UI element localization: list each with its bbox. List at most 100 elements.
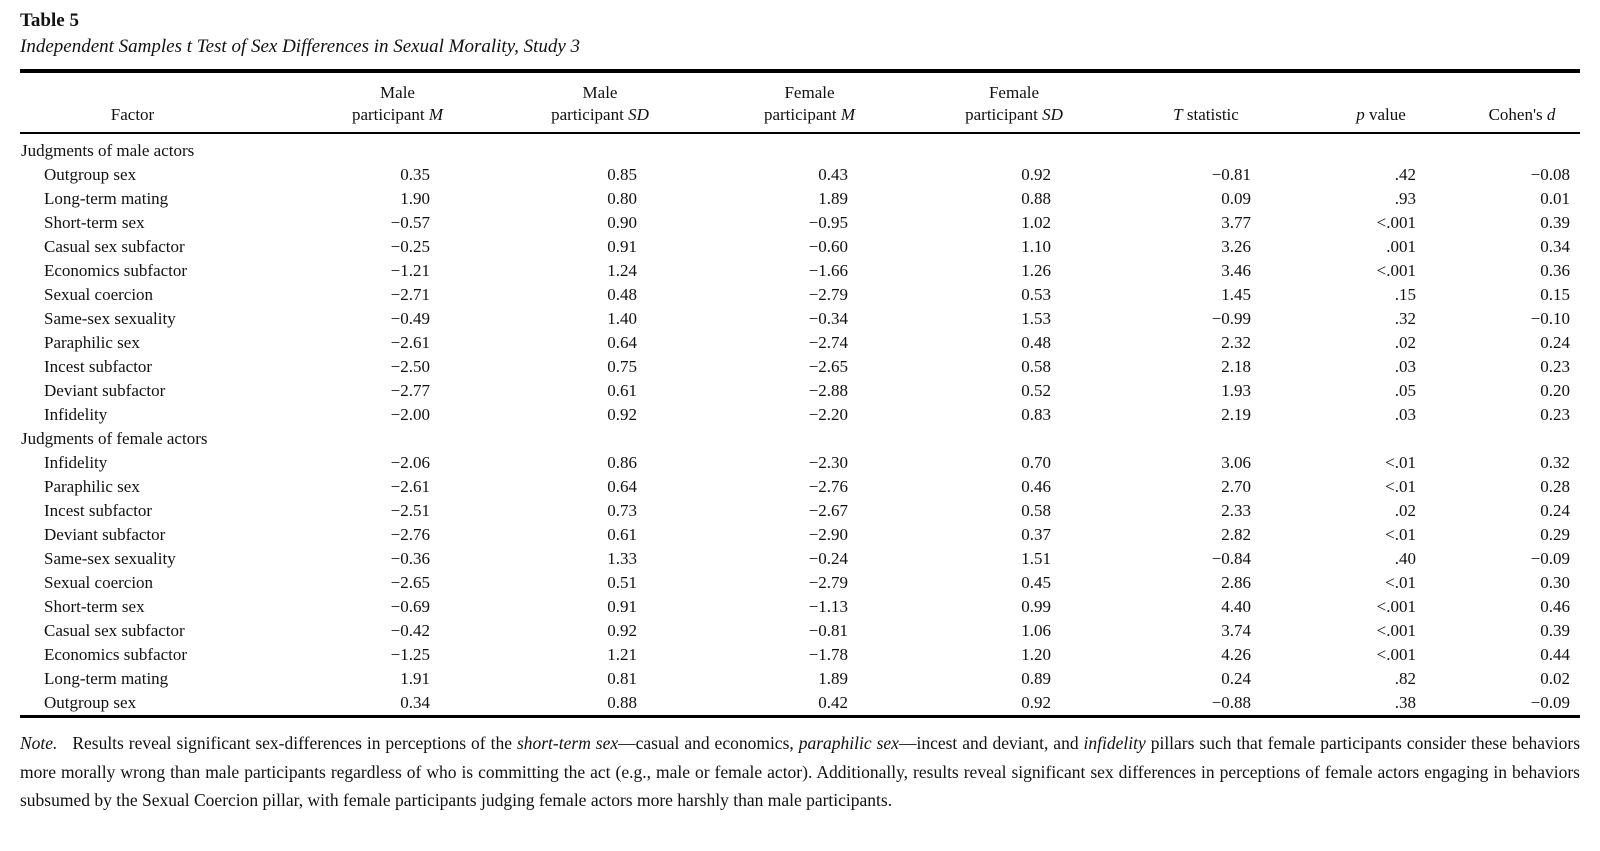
col-header-t-statistic: T statistic xyxy=(1114,71,1298,134)
value-cell: 0.91 xyxy=(607,597,637,616)
value-cell: 1.89 xyxy=(818,189,848,208)
stats-table: Factor Male participant M Male participant S… xyxy=(20,69,1580,718)
table-note: Note. Results reveal significant sex-dif… xyxy=(20,733,1580,810)
value-cell: −2.88 xyxy=(808,381,848,400)
value-cell: −0.69 xyxy=(390,597,430,616)
value-cell: −2.67 xyxy=(808,501,848,520)
value-cell: −1.25 xyxy=(390,645,430,664)
col-header-p-value: p value xyxy=(1298,71,1464,134)
value-cell: .38 xyxy=(1394,693,1416,712)
value-cell: 3.06 xyxy=(1221,453,1251,472)
factor-cell: Economics subfactor xyxy=(44,261,188,280)
value-cell: 1.40 xyxy=(607,309,637,328)
col-header-factor: Factor xyxy=(20,71,300,134)
factor-cell: Outgroup sex xyxy=(44,693,137,712)
value-cell: −2.76 xyxy=(808,477,848,496)
value-cell: <.001 xyxy=(1376,597,1416,616)
value-cell: .93 xyxy=(1394,189,1416,208)
value-cell: −2.90 xyxy=(808,525,848,544)
value-cell: 0.51 xyxy=(607,573,637,592)
value-cell: −2.65 xyxy=(390,573,430,592)
value-cell: 0.52 xyxy=(1021,381,1051,400)
table-row: Short-term sex −0.57 0.90 −0.95 1.02 3.77 <.00… xyxy=(20,211,1580,235)
value-cell: 0.61 xyxy=(607,525,637,544)
value-cell: −0.49 xyxy=(390,309,430,328)
factor-cell: Same-sex sexuality xyxy=(44,309,176,328)
col-header-female-m: Female participant M xyxy=(705,71,914,134)
value-cell: 0.92 xyxy=(607,405,637,424)
factor-cell: Paraphilic sex xyxy=(44,477,140,496)
value-cell: −2.76 xyxy=(390,525,430,544)
value-cell: 0.15 xyxy=(1540,285,1570,304)
value-cell: <.001 xyxy=(1376,213,1416,232)
table-row: Sexual coercion −2.71 0.48 −2.79 0.53 1.45 .15… xyxy=(20,283,1580,307)
value-cell: <.001 xyxy=(1376,261,1416,280)
value-cell: <.001 xyxy=(1376,621,1416,640)
value-cell: 0.64 xyxy=(607,477,637,496)
value-cell: 0.29 xyxy=(1540,525,1570,544)
value-cell: 0.81 xyxy=(607,669,637,688)
table-row: Deviant subfactor −2.77 0.61 −2.88 0.52 1.93.… xyxy=(20,379,1580,403)
value-cell: 2.86 xyxy=(1221,573,1251,592)
value-cell: 2.70 xyxy=(1221,477,1251,496)
value-cell: −2.79 xyxy=(808,285,848,304)
value-cell: 4.40 xyxy=(1221,597,1251,616)
value-cell: 0.30 xyxy=(1540,573,1570,592)
table-row: Infidelity −2.06 0.86 −2.30 0.70 3.06 <.01 0.32 xyxy=(20,451,1580,475)
factor-cell: Deviant subfactor xyxy=(44,381,166,400)
table-row: Outgroup sex 0.35 0.85 0.43 0.92 −0.81 .42 −0.0… xyxy=(20,163,1580,187)
section-header-row: Judgments of male actors xyxy=(20,133,1580,163)
value-cell: .03 xyxy=(1394,357,1416,376)
value-cell: 0.92 xyxy=(607,621,637,640)
value-cell: 1.24 xyxy=(607,261,637,280)
value-cell: −2.74 xyxy=(808,333,848,352)
value-cell: 0.75 xyxy=(607,357,637,376)
value-cell: 1.45 xyxy=(1221,285,1251,304)
factor-cell: Incest subfactor xyxy=(44,357,153,376)
value-cell: 0.24 xyxy=(1540,333,1570,352)
value-cell: 0.23 xyxy=(1540,405,1570,424)
value-cell: .82 xyxy=(1394,669,1416,688)
value-cell: 3.74 xyxy=(1221,621,1251,640)
value-cell: −1.21 xyxy=(390,261,430,280)
value-cell: 0.20 xyxy=(1540,381,1570,400)
factor-cell: Casual sex subfactor xyxy=(44,621,185,640)
value-cell: 0.53 xyxy=(1021,285,1051,304)
value-cell: −0.57 xyxy=(390,213,430,232)
table-row: Long-term mating 1.90 0.80 1.89 0.88 0.09 .93 0… xyxy=(20,187,1580,211)
table-row: Deviant subfactor −2.76 0.61 −2.90 0.37 2.82 <… xyxy=(20,523,1580,547)
value-cell: 0.91 xyxy=(607,237,637,256)
value-cell: 0.83 xyxy=(1021,405,1051,424)
value-cell: 0.44 xyxy=(1540,645,1570,664)
value-cell: −2.20 xyxy=(808,405,848,424)
value-cell: −2.00 xyxy=(390,405,430,424)
section-header: Judgments of male actors xyxy=(21,141,195,160)
value-cell: .42 xyxy=(1394,165,1416,184)
value-cell: .40 xyxy=(1394,549,1416,568)
value-cell: 0.37 xyxy=(1021,525,1051,544)
value-cell: 3.26 xyxy=(1221,237,1251,256)
value-cell: 0.01 xyxy=(1540,189,1570,208)
value-cell: −0.25 xyxy=(390,237,430,256)
table-row: Same-sex sexuality −0.49 1.40 −0.34 1.53 −0.9… xyxy=(20,307,1580,331)
table-row: Paraphilic sex −2.61 0.64 −2.76 0.46 2.70 <.01… xyxy=(20,475,1580,499)
header-row: Factor Male participant M Male participant S… xyxy=(20,71,1580,134)
value-cell: −1.66 xyxy=(808,261,848,280)
value-cell: 0.32 xyxy=(1540,453,1570,472)
factor-cell: Deviant subfactor xyxy=(44,525,166,544)
value-cell: 0.88 xyxy=(1021,189,1051,208)
value-cell: 0.46 xyxy=(1021,477,1051,496)
value-cell: 1.53 xyxy=(1021,309,1051,328)
value-cell: 0.36 xyxy=(1540,261,1570,280)
table-row: Same-sex sexuality −0.36 1.33 −0.24 1.51 −0.8… xyxy=(20,547,1580,571)
value-cell: 0.24 xyxy=(1540,501,1570,520)
table-row: Outgroup sex 0.34 0.88 0.42 0.92 −0.88 .38 −0.0… xyxy=(20,691,1580,717)
value-cell: .02 xyxy=(1394,501,1416,520)
col-header-cohens-d: Cohen's d xyxy=(1464,71,1580,134)
table-row: Incest subfactor −2.51 0.73 −2.67 0.58 2.33 .0… xyxy=(20,499,1580,523)
table-row: Casual sex subfactor −0.42 0.92 −0.81 1.06 3.… xyxy=(20,619,1580,643)
value-cell: <.01 xyxy=(1385,453,1416,472)
value-cell: −0.34 xyxy=(808,309,848,328)
factor-cell: Sexual coercion xyxy=(44,573,154,592)
